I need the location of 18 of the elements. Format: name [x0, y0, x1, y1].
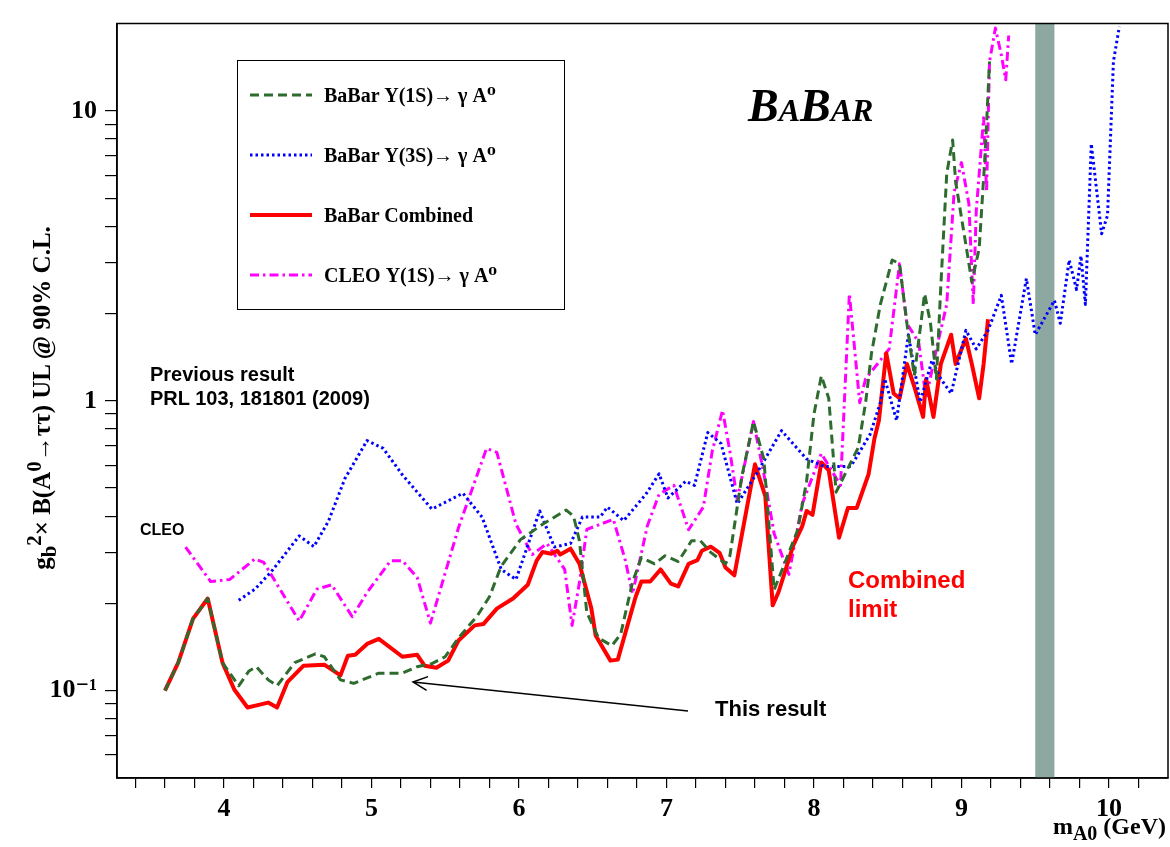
x-tick-label: 6 — [512, 793, 526, 823]
x-tick-label: 9 — [954, 793, 968, 823]
y-tick-label: 1 — [84, 384, 97, 414]
legend-label: CLEO Υ(1S)→ γ A⁰ — [324, 262, 498, 287]
annotation: Previous result PRL 103, 181801 (2009) — [150, 362, 370, 410]
annotation: CLEO — [140, 520, 185, 540]
annotation: This result — [715, 696, 827, 723]
y-tick-label: 10⁻¹ — [49, 674, 97, 704]
legend-label: BaBar Υ(3S)→ γ A⁰ — [324, 143, 496, 168]
annotation: BaBar — [748, 79, 874, 133]
annotation: Combined limit — [848, 566, 966, 624]
x-tick-label: 5 — [364, 793, 378, 823]
x-tick-label: 7 — [659, 793, 673, 823]
x-tick-label: 8 — [807, 793, 821, 823]
x-tick-label: 4 — [217, 793, 231, 823]
legend-label: BaBar Υ(1S)→ γ A⁰ — [324, 83, 496, 108]
y-tick-label: 10 — [71, 94, 97, 124]
legend-label: BaBar Combined — [324, 203, 474, 227]
